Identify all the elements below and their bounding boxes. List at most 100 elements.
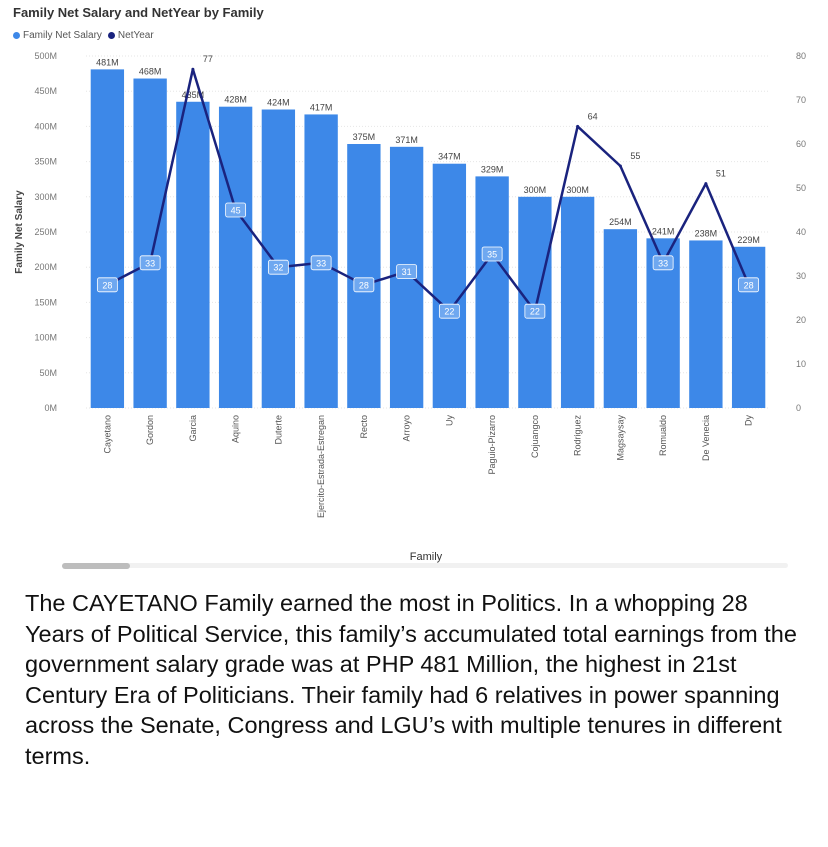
chart-svg: 0M50M100M150M200M250M300M350M400M450M500… — [14, 51, 806, 563]
x-tick-label: Recto — [359, 415, 369, 439]
bar — [176, 101, 210, 408]
netyear-data-label: 31 — [402, 267, 412, 277]
y2-tick-label: 20 — [796, 315, 806, 325]
bar — [560, 196, 595, 408]
y2-tick-label: 60 — [796, 139, 806, 149]
y2-tick-label: 0 — [796, 403, 801, 413]
y-tick-label: 300M — [34, 192, 57, 202]
legend-dot-netyear — [107, 32, 115, 39]
legend-label-net-salary: Family Net Salary — [23, 30, 102, 41]
x-tick-label: Ejercito-Estrada-Estregan — [316, 415, 326, 518]
legend-label-netyear: NetYear — [117, 30, 154, 41]
y2-tick-label: 10 — [796, 359, 806, 369]
netyear-data-label: 55 — [630, 151, 640, 161]
horizontal-scrollbar-track[interactable] — [62, 563, 788, 568]
bar-data-label: 428M — [224, 95, 247, 105]
netyear-label-box — [96, 277, 118, 293]
y2-tick-label: 40 — [796, 227, 806, 237]
netyear-label-box — [738, 277, 760, 293]
netyear-data-label: 22 — [444, 307, 454, 317]
legend-dot-net-salary — [13, 32, 20, 39]
netyear-label-box — [396, 264, 418, 280]
netyear-label-box — [481, 246, 503, 262]
bar-data-label: 468M — [139, 67, 162, 77]
x-tick-label: Uy — [444, 415, 454, 426]
netyear-data-label: 32 — [273, 263, 283, 273]
y-tick-label: 200M — [34, 262, 57, 272]
bar-data-label: 254M — [609, 217, 632, 227]
legend-item-net-salary[interactable]: Family Net Salary — [13, 30, 102, 41]
bar-data-label: 241M — [652, 226, 675, 236]
bar — [218, 106, 253, 409]
netyear-label-box — [139, 255, 161, 271]
bar — [731, 246, 766, 408]
x-tick-label: Rodriguez — [573, 415, 583, 457]
legend-item-netyear[interactable]: NetYear — [107, 30, 154, 41]
netyear-data-label: 51 — [716, 169, 726, 179]
bar — [432, 163, 467, 408]
x-tick-label: Arroyo — [402, 415, 412, 442]
y-tick-label: 100M — [34, 333, 57, 343]
netyear-data-label: 33 — [316, 258, 326, 268]
x-tick-label: Romualdo — [658, 415, 668, 456]
y-tick-label: 250M — [34, 227, 57, 237]
bar-data-label: 229M — [737, 235, 760, 245]
chart-title: Family Net Salary and NetYear by Family — [13, 5, 264, 20]
bar-data-label: 481M — [96, 57, 119, 67]
bar — [261, 109, 296, 408]
bar-data-label: 371M — [395, 135, 418, 145]
netyear-point — [704, 182, 708, 186]
horizontal-scrollbar-thumb[interactable] — [62, 563, 130, 569]
bar-data-label: 300M — [524, 185, 547, 195]
bar — [347, 144, 381, 408]
bar — [689, 240, 723, 408]
netyear-data-label: 45 — [231, 206, 241, 216]
x-tick-label: Paguio-Pizarro — [487, 415, 497, 475]
x-tick-label: Aquino — [231, 415, 241, 443]
netyear-label-box — [267, 259, 289, 275]
netyear-data-label: 64 — [588, 111, 598, 121]
x-axis-title: Family — [410, 551, 443, 563]
netyear-label-box — [524, 303, 546, 319]
netyear-line — [106, 67, 750, 313]
netyear-data-label: 28 — [102, 280, 112, 290]
netyear-data-label: 77 — [203, 54, 213, 64]
y-tick-label: 150M — [34, 297, 57, 307]
netyear-data-label: 22 — [530, 307, 540, 317]
y2-tick-label: 50 — [796, 183, 806, 193]
caption-text: The CAYETANO Family earned the most in P… — [25, 590, 797, 769]
y-tick-label: 450M — [34, 86, 57, 96]
bar — [475, 176, 509, 408]
x-tick-label: Duterte — [273, 415, 283, 445]
bar — [90, 69, 125, 408]
x-tick-label: Dy — [744, 415, 754, 426]
bar-data-label: 238M — [695, 228, 718, 238]
x-tick-label: Gordon — [145, 415, 155, 445]
netyear-label-box — [438, 303, 460, 319]
bar — [518, 196, 552, 408]
y-tick-label: 400M — [34, 121, 57, 131]
netyear-data-label: 28 — [744, 280, 754, 290]
y-tick-label: 50M — [39, 368, 57, 378]
y-tick-label: 350M — [34, 157, 57, 167]
bar-data-label: 424M — [267, 98, 290, 108]
bar-data-label: 375M — [353, 132, 376, 142]
y2-tick-label: 70 — [796, 95, 806, 105]
y2-tick-label: 80 — [796, 51, 806, 61]
netyear-label-box — [353, 277, 375, 293]
y-tick-label: 500M — [34, 51, 57, 61]
netyear-point — [191, 67, 195, 71]
bar — [603, 229, 638, 408]
bar-data-label: 417M — [310, 102, 333, 112]
y2-tick-label: 30 — [796, 271, 806, 281]
x-tick-label: Magsaysay — [615, 415, 625, 461]
x-tick-label: De Venecia — [701, 415, 711, 461]
netyear-data-label: 35 — [487, 250, 497, 260]
bar-data-label: 347M — [438, 152, 461, 162]
netyear-label-box — [310, 255, 332, 271]
x-tick-label: Garcia — [188, 415, 198, 442]
netyear-label-box — [225, 202, 247, 218]
bar-data-label: 329M — [481, 164, 504, 174]
netyear-point — [618, 164, 622, 168]
bar-data-label: 435M — [182, 90, 205, 100]
